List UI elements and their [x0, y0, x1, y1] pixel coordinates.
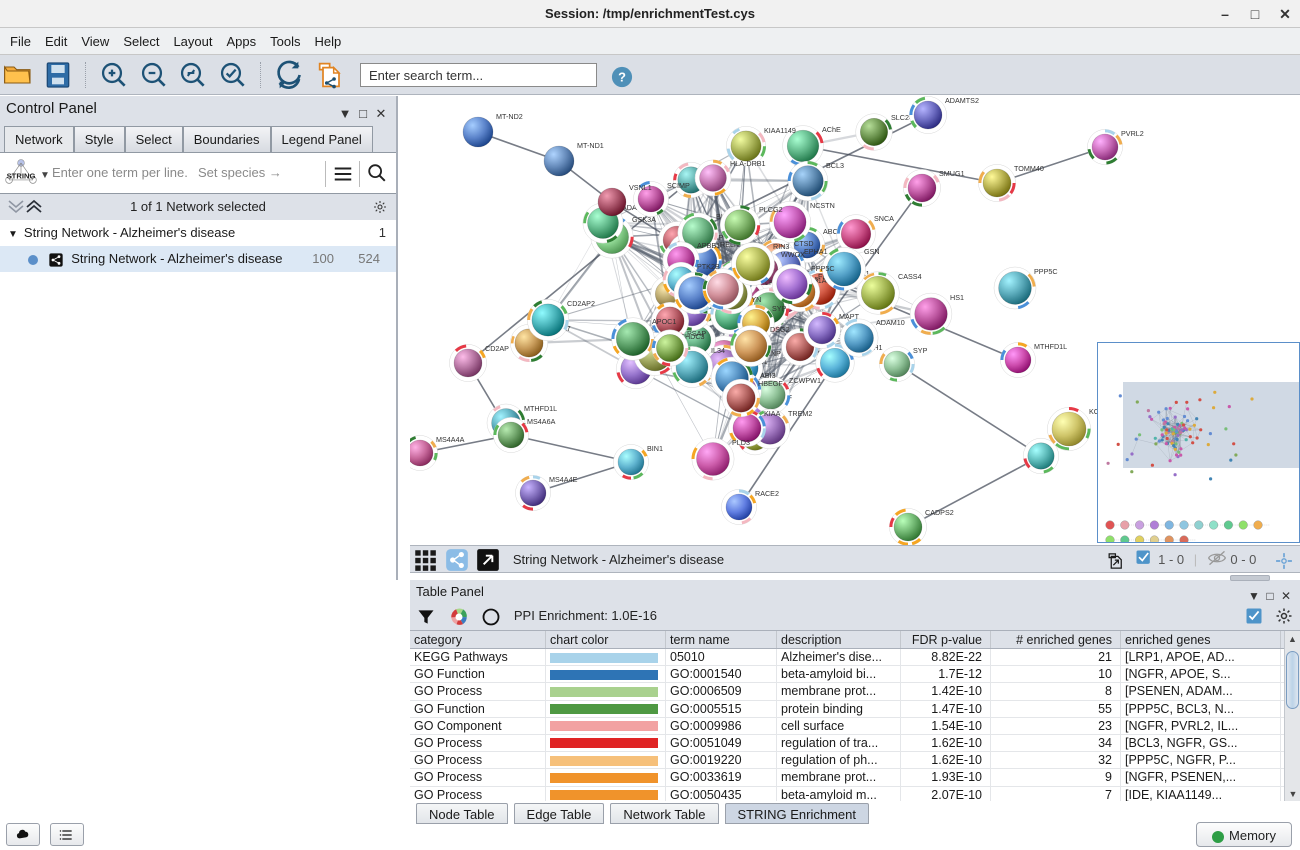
svg-text:TOMM40: TOMM40 — [1014, 164, 1044, 173]
svg-text:KIAA1149: KIAA1149 — [764, 126, 796, 135]
svg-text:PSAP: PSAP — [687, 329, 706, 338]
svg-text:MS4A6A: MS4A6A — [527, 417, 556, 426]
svg-text:EPHA1: EPHA1 — [804, 247, 828, 256]
svg-text:AChE: AChE — [822, 125, 841, 134]
svg-text:MS4A4A: MS4A4A — [436, 435, 465, 444]
svg-text:APBB1: APBB1 — [697, 241, 720, 250]
svg-text:SMUG1: SMUG1 — [939, 169, 965, 178]
svg-text:APOC1: APOC1 — [652, 317, 676, 326]
svg-text:MT-ND2: MT-ND2 — [496, 112, 523, 121]
svg-text:MTHFD1L: MTHFD1L — [524, 404, 557, 413]
svg-text:CD2AP2: CD2AP2 — [567, 299, 595, 308]
svg-text:PLD3: PLD3 — [732, 438, 750, 447]
svg-text:MS4A4E: MS4A4E — [549, 475, 578, 484]
svg-text:CADPS2: CADPS2 — [925, 508, 954, 517]
svg-text:?: ? — [618, 70, 626, 85]
svg-text:PLCG2: PLCG2 — [759, 205, 783, 214]
svg-text:HBEGF: HBEGF — [758, 379, 783, 388]
svg-text:WWOX: WWOX — [781, 250, 805, 259]
svg-text:ZCWPW1: ZCWPW1 — [789, 376, 821, 385]
svg-text:PVRL2: PVRL2 — [1121, 129, 1144, 138]
svg-text:STRING: STRING — [7, 171, 36, 180]
svg-text:RIN3: RIN3 — [773, 242, 789, 251]
svg-text:CD2AP: CD2AP — [485, 344, 509, 353]
svg-text:DSG2: DSG2 — [770, 325, 790, 334]
svg-text:SNCA: SNCA — [874, 214, 894, 223]
svg-text:CASS4: CASS4 — [898, 272, 922, 281]
svg-text:GSN: GSN — [864, 247, 880, 256]
svg-text:SYP: SYP — [772, 304, 787, 313]
svg-text:TREM2: TREM2 — [788, 409, 812, 418]
svg-text:PPP5C: PPP5C — [811, 264, 835, 273]
svg-text:HLA-DRB1: HLA-DRB1 — [730, 159, 766, 168]
svg-text:PPP5C: PPP5C — [1034, 267, 1058, 276]
svg-text:ADAM10: ADAM10 — [876, 318, 905, 327]
svg-text:ADAMTS2: ADAMTS2 — [945, 96, 979, 105]
svg-text:IL34: IL34 — [711, 346, 725, 355]
svg-text:BCL3: BCL3 — [826, 161, 844, 170]
svg-text:BIN1: BIN1 — [647, 444, 663, 453]
svg-text:SYP: SYP — [913, 346, 928, 355]
svg-text:RACE2: RACE2 — [755, 489, 779, 498]
svg-text:VSNL1: VSNL1 — [629, 183, 652, 192]
svg-text:NCSTN: NCSTN — [810, 201, 835, 210]
svg-text:SCIMP: SCIMP — [667, 181, 690, 190]
svg-text:MAPT: MAPT — [839, 312, 860, 321]
svg-text:HS1: HS1 — [950, 293, 964, 302]
svg-text:MTHFD1L: MTHFD1L — [1034, 342, 1067, 351]
svg-text:MT-ND1: MT-ND1 — [577, 141, 604, 150]
svg-text:KIAA: KIAA — [764, 409, 781, 418]
